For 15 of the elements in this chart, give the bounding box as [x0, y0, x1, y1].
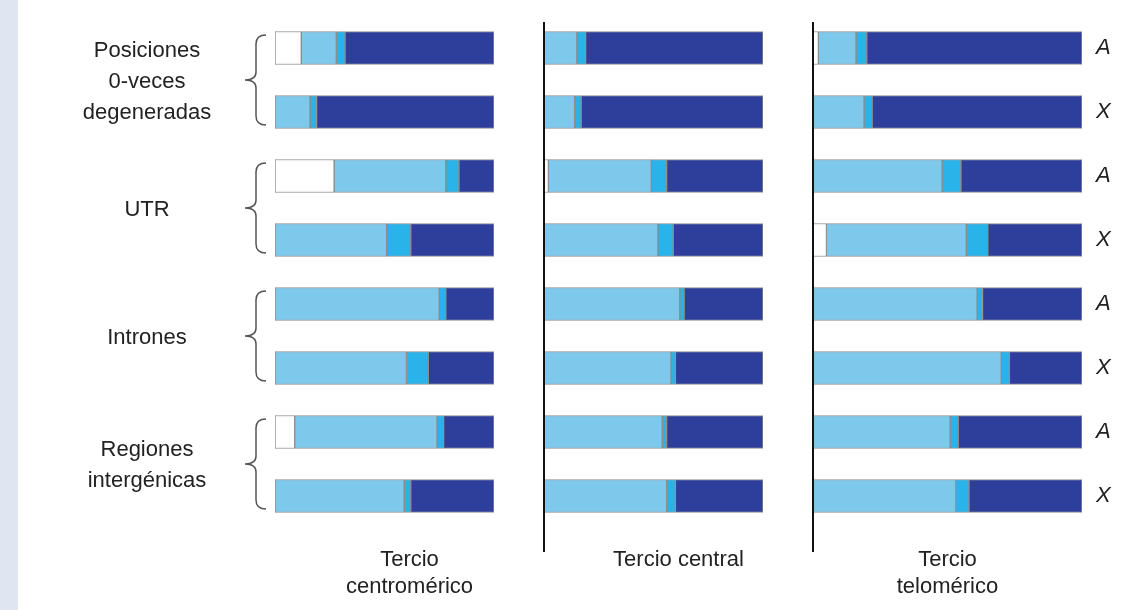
- y-tick-label: X: [1095, 98, 1112, 124]
- y-tick-label: X: [1095, 482, 1112, 508]
- text: Posiciones 0-veces degeneradas: [82, 35, 212, 126]
- y-tick-label: A: [1094, 290, 1111, 316]
- text: Regiones intergénicas: [86, 435, 208, 494]
- x-axis-title: Tercio central: [612, 545, 745, 572]
- y-tick-label: A: [1094, 34, 1111, 60]
- text: Intrones: [107, 322, 187, 351]
- y-tick-label: X: [1095, 354, 1112, 380]
- y-tick-label: X: [1095, 226, 1112, 252]
- y-tick-label: A: [1094, 418, 1111, 444]
- x-axis-title: Tercio centromérico: [344, 545, 475, 599]
- y-tick-label: A: [1094, 162, 1111, 188]
- text: UTR: [124, 194, 170, 223]
- x-axis-title: Tercio telomérico: [895, 545, 1000, 599]
